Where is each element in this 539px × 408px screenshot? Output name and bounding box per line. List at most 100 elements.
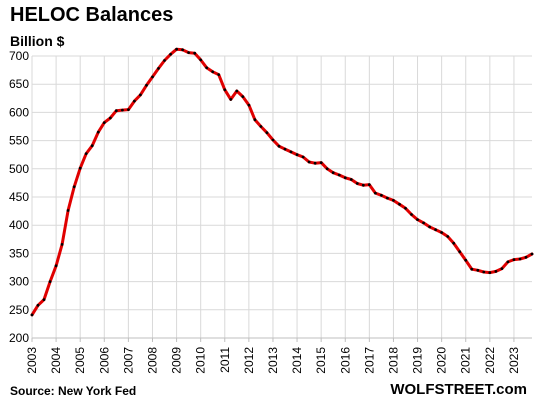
x-tick-label: 2013 [266,347,280,374]
data-point [108,116,112,120]
x-axis-ticks: 2003 2004 2005 2006 2007 2008 2009 2010 2011 2012… [25,338,521,374]
x-tick-label: 2023 [507,347,521,374]
y-tick-label: 400 [9,218,29,232]
x-tick-label: 2020 [435,347,449,374]
y-tick-label: 350 [9,246,29,260]
data-point [211,70,215,74]
data-point [187,51,191,54]
x-tick-label: 2022 [483,347,497,374]
data-point [151,75,154,79]
y-tick-label: 650 [9,77,29,91]
data-point [253,118,257,122]
data-point [145,83,148,87]
x-tick-label: 2012 [242,347,256,374]
data-point [313,161,317,165]
y-tick-label: 250 [9,303,29,317]
data-point [60,243,64,246]
x-tick-label: 2010 [194,347,208,374]
x-tick-label: 2021 [459,347,473,374]
data-point [434,228,437,232]
x-tick-label: 2019 [411,347,425,374]
data-point [271,138,275,142]
data-point [42,298,46,301]
y-tick-label: 450 [9,190,29,204]
data-point [404,206,407,210]
data-point [30,313,34,317]
data-point [464,258,468,262]
data-point [440,231,443,234]
y-tick-label: 500 [9,162,29,176]
data-point [349,178,353,181]
data-point [301,155,305,159]
data-point [175,47,179,51]
series-line [30,47,534,317]
y-tick-label: 600 [9,105,29,119]
x-tick-label: 2018 [386,347,400,374]
data-point [380,193,383,197]
data-point [72,185,76,189]
x-tick-label: 2003 [25,347,39,374]
grid-lines [31,55,532,339]
x-tick-label: 2011 [218,347,232,373]
data-point [259,125,263,128]
data-point [217,73,221,76]
series-heloc [30,47,534,317]
data-point [446,235,450,238]
data-point [157,67,160,70]
data-point [295,153,299,157]
data-point [307,160,311,164]
source-note: Source: New York Fed [10,384,137,398]
data-point [66,209,70,212]
data-point [476,268,480,272]
data-point [494,270,498,273]
data-point [169,52,173,56]
data-point [367,183,371,187]
data-point [488,271,492,274]
data-point [241,95,245,98]
data-point [78,166,82,170]
y-axis-ticks: 200 250 300 350 400 450 500 550 600 650 700 [9,49,29,345]
data-point [422,221,425,225]
data-point [48,280,52,283]
brand-logo: WOLFSTREET.com [390,381,527,398]
data-point [277,144,281,148]
x-tick-label: 2004 [49,347,63,374]
data-point [283,147,287,151]
data-point [343,176,347,180]
data-point [199,58,203,62]
x-tick-label: 2008 [145,347,159,374]
data-point [530,252,534,256]
data-point [193,51,197,55]
data-point [319,161,323,165]
data-point [500,267,504,270]
y-unit-label: Billion $ [10,33,65,49]
data-point [331,171,335,175]
data-point [114,109,118,113]
data-point [84,152,88,156]
data-point [410,213,413,216]
data-point [386,196,389,200]
data-point [163,59,166,62]
x-tick-label: 2009 [170,347,184,374]
chart-title: HELOC Balances [10,4,174,26]
x-tick-label: 2005 [73,347,87,374]
data-point [54,264,58,268]
data-point [325,167,329,171]
data-point [36,303,40,307]
data-point [205,66,209,70]
y-tick-label: 700 [9,49,29,63]
data-point [235,89,239,93]
data-point [126,108,130,111]
data-point [518,257,522,261]
data-point [247,103,251,107]
data-point [458,250,462,254]
data-point [428,225,431,229]
y-tick-label: 550 [9,134,29,148]
data-point [398,202,401,206]
x-tick-label: 2006 [97,347,111,374]
data-point [416,218,419,222]
data-point [506,260,510,264]
data-point [102,121,106,124]
data-point [452,241,456,245]
